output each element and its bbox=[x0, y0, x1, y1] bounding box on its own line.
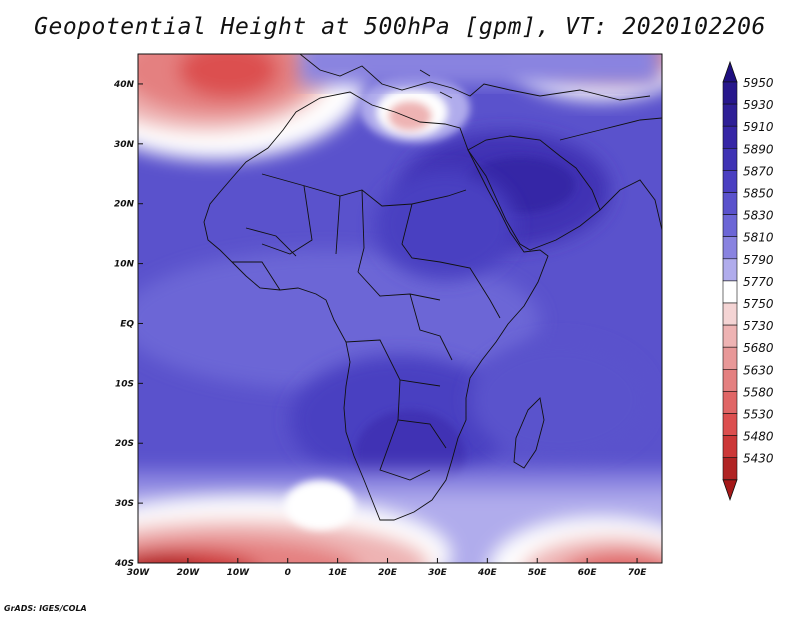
colorbar-top-arrow bbox=[722, 60, 738, 83]
colorbar-label: 5930 bbox=[743, 98, 774, 112]
colorbar-label: 5630 bbox=[743, 363, 774, 377]
map-title: Geopotential Height at 500hPa [gpm], VT:… bbox=[34, 14, 766, 40]
colorbar-label: 5870 bbox=[743, 164, 774, 178]
arabia-coast bbox=[467, 135, 601, 251]
colorbar-label: 5480 bbox=[743, 430, 774, 444]
latitude-ticks: 40N 30N 20N 10N EQ 10S 20S 30S 40S bbox=[113, 80, 143, 569]
colorbar-swatch bbox=[722, 103, 738, 127]
colorbar-label: 5750 bbox=[743, 297, 774, 311]
lat-tick-label: 10S bbox=[115, 379, 134, 389]
field-north-atlantic-low bbox=[138, 54, 365, 160]
colorbar-label: 5890 bbox=[743, 142, 774, 156]
lon-tick-label: 30W bbox=[127, 568, 151, 578]
colorbar: 5950 5930 5910 5890 5870 5850 5830 5810 5790 5770… bbox=[722, 60, 774, 502]
lon-tick-label: 60E bbox=[578, 568, 598, 578]
colorbar-label: 5910 bbox=[743, 120, 774, 134]
colorbar-label: 5850 bbox=[743, 187, 774, 201]
lat-tick-label: 40S bbox=[114, 559, 134, 569]
colorbar-swatch bbox=[722, 457, 738, 481]
colorbar-swatch bbox=[722, 368, 738, 392]
lat-tick-label: EQ bbox=[120, 319, 134, 329]
lat-tick-label: 10N bbox=[114, 260, 135, 270]
colorbar-label: 5530 bbox=[743, 408, 774, 422]
lat-tick-label: 40N bbox=[113, 80, 135, 90]
colorbar-swatch bbox=[722, 81, 738, 105]
field-cape-ridge bbox=[285, 480, 355, 530]
colorbar-swatch bbox=[722, 346, 738, 370]
longitude-ticks: 30W 20W 10W 0 10E 20E 30E 40E 50E 60E 70E bbox=[127, 558, 647, 578]
field-north-band bbox=[300, 54, 660, 85]
colorbar-label: 5830 bbox=[743, 209, 774, 223]
colorbar-label: 5810 bbox=[743, 231, 774, 245]
lon-tick-label: 30E bbox=[428, 568, 448, 578]
field-indian-ocean bbox=[470, 340, 650, 460]
colorbar-label: 5730 bbox=[743, 319, 774, 333]
lat-tick-label: 20N bbox=[114, 200, 135, 210]
colorbar-swatch bbox=[722, 302, 738, 326]
lat-tick-label: 30S bbox=[115, 499, 134, 509]
colorbar-swatch bbox=[722, 148, 738, 171]
colorbar-swatch bbox=[722, 435, 738, 459]
colorbar-swatch bbox=[722, 280, 738, 304]
colorbar-label: 5680 bbox=[743, 341, 774, 355]
africa-coastline bbox=[203, 91, 549, 521]
lat-tick-label: 30N bbox=[114, 140, 135, 150]
lon-tick-label: 0 bbox=[285, 568, 291, 578]
colorbar-swatch bbox=[722, 258, 738, 282]
colorbar-swatch bbox=[722, 125, 738, 149]
field-mediterranean-low bbox=[360, 73, 470, 143]
colorbar-swatch bbox=[722, 324, 738, 348]
field-southern-lows bbox=[138, 470, 662, 563]
colorbar-swatch bbox=[722, 413, 738, 436]
field-equatorial-band bbox=[138, 250, 540, 390]
colorbar-swatch bbox=[722, 391, 738, 414]
colorbar-swatch bbox=[722, 236, 738, 260]
lon-tick-label: 20W bbox=[177, 568, 201, 578]
colorbar-label: 5950 bbox=[743, 76, 774, 90]
border-lines bbox=[232, 173, 501, 481]
colorbar-label: 5770 bbox=[743, 275, 774, 289]
colorbar-label: 5580 bbox=[743, 385, 774, 399]
colorbar-swatch bbox=[722, 170, 738, 193]
lat-tick-label: 20S bbox=[115, 439, 134, 449]
lon-tick-label: 10W bbox=[227, 568, 251, 578]
madagascar bbox=[513, 397, 545, 469]
lon-tick-label: 10E bbox=[328, 568, 348, 578]
lon-tick-label: 50E bbox=[528, 568, 548, 578]
lon-tick-label: 40E bbox=[477, 568, 498, 578]
asia-coast bbox=[559, 117, 662, 231]
colorbar-bottom-arrow bbox=[722, 479, 738, 502]
colorbar-swatch bbox=[722, 192, 738, 215]
field-sahara-high bbox=[375, 170, 515, 280]
colorbar-label: 5430 bbox=[743, 452, 774, 466]
plot-frame bbox=[137, 53, 663, 564]
country-borders bbox=[203, 54, 662, 521]
colorbar-swatch bbox=[722, 214, 738, 238]
height-field bbox=[138, 54, 662, 563]
colorbar-label: 5790 bbox=[743, 253, 774, 267]
europe-coast bbox=[299, 54, 651, 101]
lon-tick-label: 20E bbox=[378, 568, 398, 578]
grads-credit: GrADS: IGES/COLA bbox=[4, 604, 87, 613]
lon-tick-label: 70E bbox=[628, 568, 648, 578]
